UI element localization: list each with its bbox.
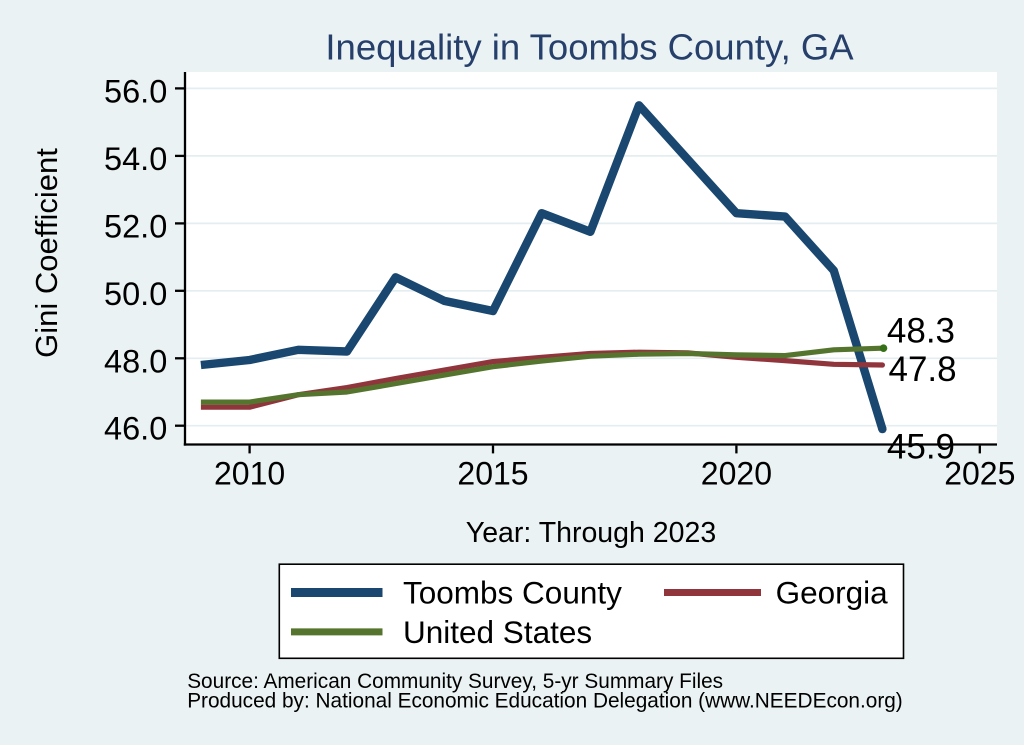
svg-text:2010: 2010 bbox=[214, 455, 285, 491]
svg-text:48.3: 48.3 bbox=[887, 311, 955, 350]
svg-text:45.9: 45.9 bbox=[887, 428, 955, 467]
svg-text:2015: 2015 bbox=[457, 455, 528, 491]
svg-text:2025: 2025 bbox=[944, 455, 1015, 491]
svg-text:Inequality in Toombs County, G: Inequality in Toombs County, GA bbox=[325, 27, 854, 68]
svg-text:Year: Through 2023: Year: Through 2023 bbox=[466, 517, 716, 549]
svg-text:50.0: 50.0 bbox=[104, 276, 167, 312]
svg-text:Source: American Community Sur: Source: American Community Survey, 5-yr … bbox=[187, 670, 723, 693]
svg-text:48.0: 48.0 bbox=[104, 343, 167, 379]
svg-text:Produced by: National Economic: Produced by: National Economic Education… bbox=[187, 690, 903, 713]
svg-text:47.8: 47.8 bbox=[889, 350, 957, 389]
svg-text:56.0: 56.0 bbox=[104, 73, 167, 109]
svg-text:52.0: 52.0 bbox=[104, 208, 167, 244]
svg-text:United States: United States bbox=[403, 614, 592, 650]
svg-text:46.0: 46.0 bbox=[104, 411, 167, 447]
svg-text:Toombs County: Toombs County bbox=[403, 575, 622, 611]
svg-text:2020: 2020 bbox=[701, 455, 772, 491]
svg-text:Georgia: Georgia bbox=[776, 575, 889, 611]
svg-text:54.0: 54.0 bbox=[104, 141, 167, 177]
svg-text:Gini Coefficient: Gini Coefficient bbox=[29, 148, 64, 358]
